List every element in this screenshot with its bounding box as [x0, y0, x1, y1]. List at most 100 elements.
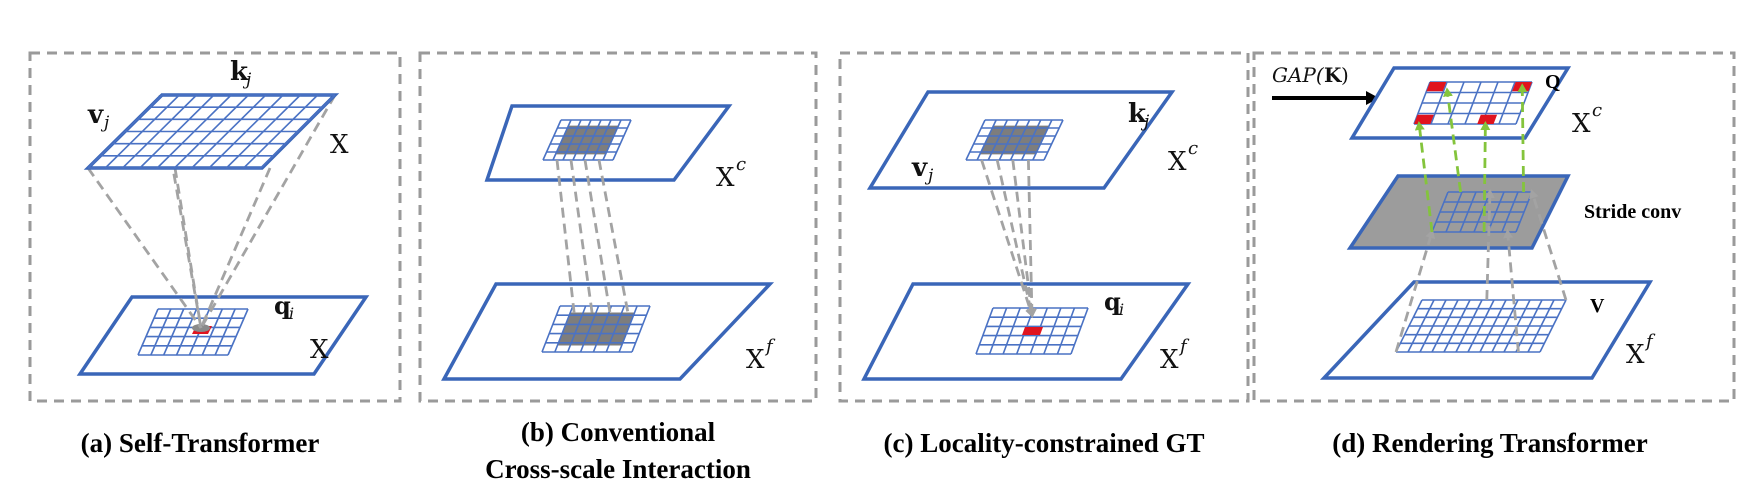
grid-line	[162, 308, 185, 356]
grid-line	[618, 305, 638, 353]
label-v: V	[1590, 295, 1605, 317]
grid-line	[1043, 307, 1062, 355]
panel-c-top-grid	[965, 119, 1064, 161]
grid-line	[975, 307, 994, 355]
label-x: X	[310, 335, 329, 365]
projection-line	[1443, 87, 1462, 193]
highlight-patch	[557, 312, 635, 346]
grid-line	[988, 307, 1008, 355]
projection-line	[1026, 159, 1037, 318]
panel-b-top-grid	[542, 119, 632, 161]
grid-line	[987, 119, 1009, 161]
label-x: X	[716, 163, 735, 193]
grid-line	[998, 119, 1020, 161]
grid-line	[592, 305, 613, 353]
highlight-patch	[555, 125, 619, 155]
panel-b-frame	[418, 51, 818, 403]
highlight-patch	[979, 125, 1050, 155]
projection-line	[555, 159, 576, 316]
panel-b-bottom-grid	[541, 305, 651, 353]
label-q: q	[274, 291, 291, 320]
grid-line	[582, 119, 602, 161]
grid-line	[1032, 119, 1053, 161]
projection-line	[1529, 189, 1568, 301]
panel-d-bottom-grid	[1395, 299, 1567, 353]
label-x-sup: c	[736, 154, 746, 175]
panel-d-top-grid	[1413, 81, 1533, 125]
grid-line	[1020, 119, 1042, 161]
projection-line	[597, 159, 630, 316]
panel-a-projection	[199, 167, 272, 329]
grid-line	[541, 305, 561, 353]
grid-line	[552, 119, 572, 161]
panel-a-bottom-grid	[137, 308, 249, 356]
panel-d-bottom-plane	[1319, 280, 1654, 380]
projection-line	[1011, 159, 1037, 318]
panel-a-projection	[199, 94, 337, 329]
label-v-sub: j	[924, 166, 934, 186]
grid-line	[602, 119, 622, 161]
panel-locality-gt: k j X c v j q i X f (c) Locality-constra…	[838, 51, 1250, 458]
label-x-sup: c	[1592, 100, 1602, 121]
panel-a-projection	[86, 167, 203, 329]
label-x: X	[1572, 109, 1591, 139]
caption-b-line1: (b) Conventional	[521, 417, 716, 447]
grid-line	[1009, 119, 1031, 161]
grid-line	[631, 305, 651, 353]
grid-line	[137, 308, 159, 356]
panel-conventional: X c X f (b) Conventional Cross-scale Int…	[418, 51, 818, 484]
label-x-sup: f	[1644, 331, 1656, 352]
grid-line	[1043, 119, 1064, 161]
grid-line	[562, 119, 582, 161]
caption-a: (a) Self-Transformer	[81, 428, 320, 458]
grid-line	[579, 305, 600, 353]
label-k: k	[1128, 99, 1147, 129]
projection-line	[1394, 229, 1436, 353]
label-k-sub: j	[1140, 112, 1150, 132]
label-q: Q	[1545, 71, 1561, 93]
panel-c-bottom-grid	[975, 307, 1089, 355]
projection-line	[1414, 121, 1434, 233]
label-v-sub: j	[100, 113, 110, 133]
caption-c: (c) Locality-constrained GT	[884, 428, 1205, 458]
grid-line	[1056, 307, 1076, 355]
label-gap-close: )	[1341, 63, 1349, 87]
projection-line	[1517, 83, 1528, 193]
panel-c-frame	[838, 51, 1250, 403]
panel-d-projections	[1394, 83, 1568, 353]
panel-a-frame	[28, 51, 402, 403]
panel-a-top-grid	[87, 94, 336, 169]
grid-line	[592, 119, 612, 161]
projection-line	[569, 159, 594, 316]
grid-line	[612, 119, 632, 161]
projection-line	[583, 159, 612, 316]
label-x: X	[1168, 147, 1187, 177]
label-v: v	[87, 100, 104, 130]
grid-line	[542, 119, 562, 161]
label-gap-k: K	[1324, 63, 1342, 87]
panel-rendering-transformer: GAP( K ) Q X c Stride conv V X f (d) Ren…	[1252, 51, 1736, 458]
label-q: q	[1104, 287, 1121, 316]
label-x: X	[330, 130, 349, 160]
grid-line	[201, 308, 224, 356]
caption-d: (d) Rendering Transformer	[1332, 428, 1647, 458]
label-stride-conv: Stride conv	[1584, 201, 1681, 223]
label-v: v	[911, 153, 928, 183]
projection-line	[980, 159, 1035, 318]
grid-line	[554, 305, 574, 353]
label-x-sup: f	[1178, 336, 1190, 357]
label-x: X	[1626, 340, 1645, 370]
grid-line	[1070, 307, 1089, 355]
panel-c-query-cell	[1022, 327, 1043, 335]
label-q-sub: i	[1119, 300, 1124, 319]
label-x-sup: c	[1188, 138, 1198, 159]
grid-line	[227, 308, 249, 356]
projection-line	[1503, 229, 1520, 353]
label-x: X	[746, 345, 765, 375]
grid-line	[572, 119, 592, 161]
projection-line	[1484, 189, 1495, 301]
label-k: k	[230, 57, 249, 87]
projection-line	[995, 159, 1036, 318]
label-q-sub: i	[289, 304, 294, 323]
